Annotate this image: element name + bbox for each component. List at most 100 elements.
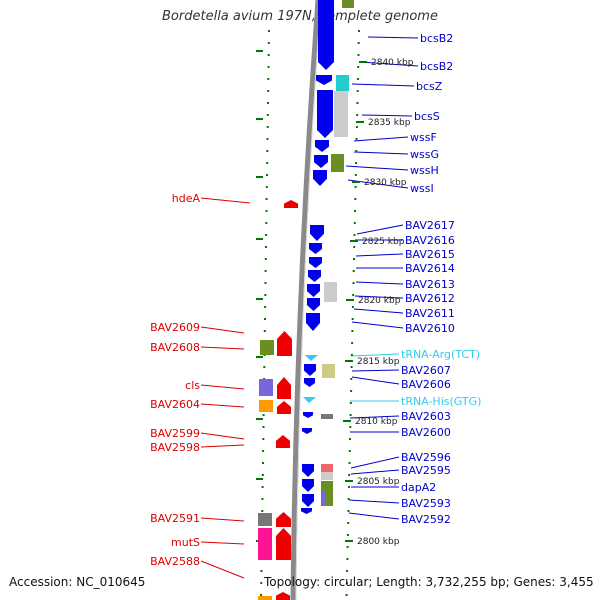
cog-category-box xyxy=(321,472,333,480)
major-tick xyxy=(356,121,364,123)
outer-tick xyxy=(346,546,349,548)
forward-leader-line xyxy=(353,308,404,314)
inner-tick xyxy=(268,30,270,32)
outer-tick xyxy=(349,426,352,428)
inner-tick xyxy=(266,126,269,128)
forward-gene-label: bcsS xyxy=(414,110,440,123)
forward-cds-arrow xyxy=(309,257,322,268)
outer-tick xyxy=(355,126,358,128)
forward-gene-label: BAV2615 xyxy=(405,248,455,261)
forward-gene-label: BAV2616 xyxy=(405,234,455,247)
forward-gene-label: bcsB2 xyxy=(420,32,453,45)
inner-tick xyxy=(264,282,267,284)
forward-leader-line xyxy=(353,151,409,155)
forward-gene-label: BAV2603 xyxy=(401,410,451,423)
forward-leader-line xyxy=(356,224,404,235)
inner-tick xyxy=(262,462,264,464)
outer-tick xyxy=(354,186,357,188)
cog-category-box xyxy=(258,513,272,526)
outer-tick xyxy=(357,42,360,44)
outer-tick xyxy=(347,498,350,500)
outer-tick xyxy=(347,510,350,512)
forward-gene-label: BAV2593 xyxy=(401,497,451,510)
inner-major-tick xyxy=(256,298,263,300)
inner-tick xyxy=(262,450,265,452)
reverse-leader-line xyxy=(200,432,245,440)
reverse-cds-arrow xyxy=(276,528,291,560)
inner-major-tick xyxy=(256,478,263,480)
major-tick xyxy=(346,299,354,301)
outer-tick xyxy=(350,378,353,380)
major-tick xyxy=(345,480,353,482)
outer-tick xyxy=(357,54,360,56)
inner-tick xyxy=(262,426,265,428)
forward-leader-line xyxy=(348,499,400,504)
outer-tick xyxy=(350,366,353,368)
forward-cds-arrow xyxy=(313,170,327,186)
inner-tick xyxy=(265,222,268,224)
outer-tick xyxy=(345,594,348,596)
inner-tick xyxy=(265,198,268,200)
outer-tick xyxy=(349,414,352,416)
outer-tick xyxy=(353,222,356,224)
forward-cds-arrow xyxy=(304,364,316,376)
reverse-leader-line xyxy=(200,326,245,334)
outer-tick xyxy=(351,342,354,344)
inner-tick xyxy=(267,42,270,44)
outer-tick xyxy=(348,462,351,464)
forward-cds-arrow xyxy=(315,140,329,152)
inner-tick xyxy=(264,258,267,260)
inner-tick xyxy=(263,330,266,332)
outer-tick xyxy=(353,258,355,260)
reverse-cds-arrow xyxy=(277,377,291,399)
inner-tick xyxy=(262,414,265,416)
major-tick xyxy=(345,360,353,362)
reverse-gene-label: cls xyxy=(185,379,200,392)
trna-feature xyxy=(305,355,318,361)
position-label: 2800 kbp xyxy=(357,537,400,547)
position-label: 2825 kbp xyxy=(362,237,405,247)
forward-cds-arrow xyxy=(318,0,334,70)
inner-tick xyxy=(260,582,263,584)
inner-tick xyxy=(265,246,267,248)
cog-category-box xyxy=(334,91,348,137)
reverse-cds-arrow xyxy=(276,512,291,527)
inner-tick xyxy=(267,90,270,92)
outer-tick xyxy=(353,246,356,248)
cog-category-box xyxy=(324,282,337,302)
cog-category-box xyxy=(331,154,344,172)
inner-tick xyxy=(261,510,264,512)
inner-tick xyxy=(265,234,268,236)
inner-tick xyxy=(262,438,265,440)
outer-tick xyxy=(346,570,349,572)
reverse-leader-line xyxy=(200,346,245,350)
outer-tick xyxy=(356,102,359,104)
reverse-leader-line xyxy=(200,541,245,545)
cog-category-box xyxy=(259,379,273,396)
reverse-gene-label: BAV2598 xyxy=(150,441,200,454)
accession-label: Accession: NC_010645 xyxy=(9,575,146,589)
forward-leader-line xyxy=(351,321,404,329)
reverse-leader-line xyxy=(200,560,245,579)
inner-major-tick xyxy=(256,118,263,120)
outer-tick xyxy=(352,270,355,272)
reverse-gene-label: mutS xyxy=(171,536,200,549)
outer-tick xyxy=(348,474,351,476)
outer-tick xyxy=(355,150,358,152)
outer-tick xyxy=(354,174,357,176)
outer-tick xyxy=(354,210,356,212)
forward-gene-label: dapA2 xyxy=(401,481,436,494)
major-tick xyxy=(352,181,360,183)
cog-category-box xyxy=(322,364,335,378)
forward-gene-label: BAV2592 xyxy=(401,513,451,526)
major-tick xyxy=(343,420,351,422)
inner-tick xyxy=(260,594,263,596)
forward-gene-label: BAV2613 xyxy=(405,278,455,291)
forward-leader-line xyxy=(350,469,400,475)
forward-gene-label: BAV2606 xyxy=(401,378,451,391)
position-label: 2835 kbp xyxy=(368,118,411,128)
inner-tick xyxy=(261,486,264,488)
inner-tick xyxy=(264,306,267,308)
forward-gene-label: tRNA-Arg(TCT) xyxy=(401,348,480,361)
reverse-leader-line xyxy=(200,517,245,522)
